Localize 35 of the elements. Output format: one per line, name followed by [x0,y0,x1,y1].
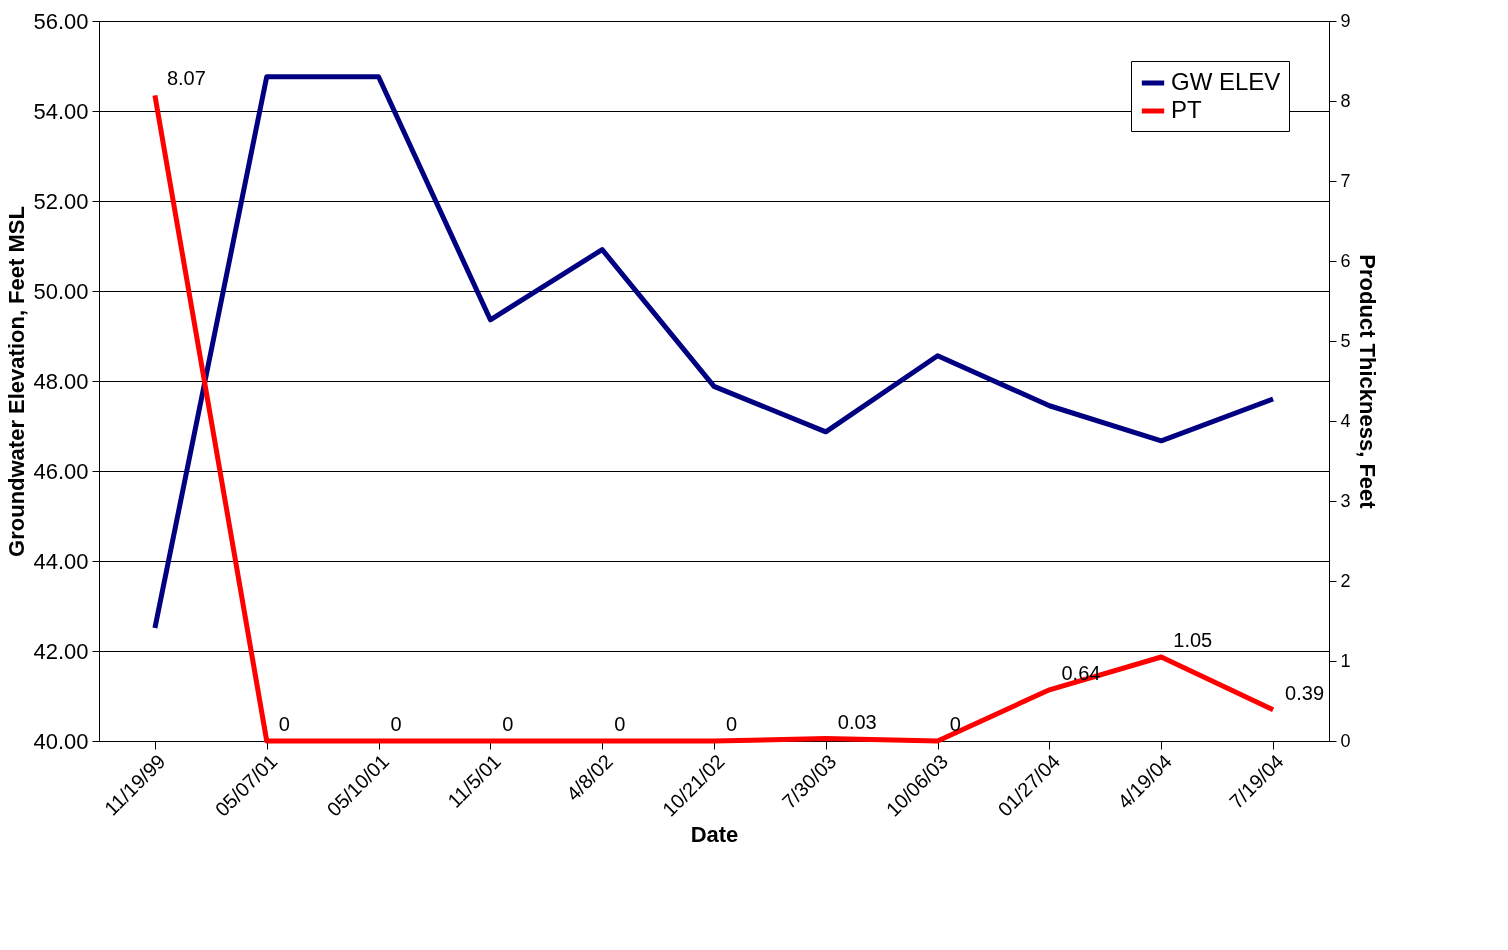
y-tick-label: 50.00 [33,278,89,304]
y-axis-title: Groundwater Elevation, Feet MSL [4,206,30,557]
y-tick-label: 46.00 [33,458,89,484]
y2-tick-label: 0 [1340,730,1351,751]
y2-tick-label: 5 [1340,330,1351,351]
data-label: 1.05 [1173,629,1213,651]
y2-tick-label: 3 [1340,490,1351,511]
y2-tick-label: 2 [1340,570,1351,591]
data-label: 0 [390,713,402,735]
data-label: 0 [502,713,514,735]
y-tick-label: 40.00 [33,728,89,754]
y-tick-label: 54.00 [33,98,89,124]
y-tick-label: 52.00 [33,188,89,214]
y2-tick-label: 9 [1340,10,1351,31]
x-axis-title: Date [690,821,739,847]
y2-tick-label: 4 [1340,410,1351,431]
y2-tick-label: 8 [1340,90,1351,111]
y-tick-label: 48.00 [33,368,89,394]
legend-label: PT [1171,96,1203,123]
y2-tick-label: 7 [1340,170,1351,191]
data-label: 0 [949,713,961,735]
y-tick-label: 56.00 [33,8,89,34]
y-tick-label: 42.00 [33,638,89,664]
data-label: 8.07 [166,67,206,90]
legend-label: GW ELEV [1171,68,1281,95]
data-label: 0.03 [837,710,877,733]
y2-axis-title: Product Thickness, Feet [1354,254,1380,510]
y2-tick-label: 6 [1340,250,1351,271]
data-label: 0 [614,713,626,735]
data-label: 0.64 [1061,661,1101,684]
data-label: 0 [278,713,290,735]
y2-tick-label: 1 [1340,650,1351,671]
data-label: 0 [726,713,738,735]
y-tick-label: 44.00 [33,548,89,574]
data-label: 0.39 [1285,681,1325,704]
